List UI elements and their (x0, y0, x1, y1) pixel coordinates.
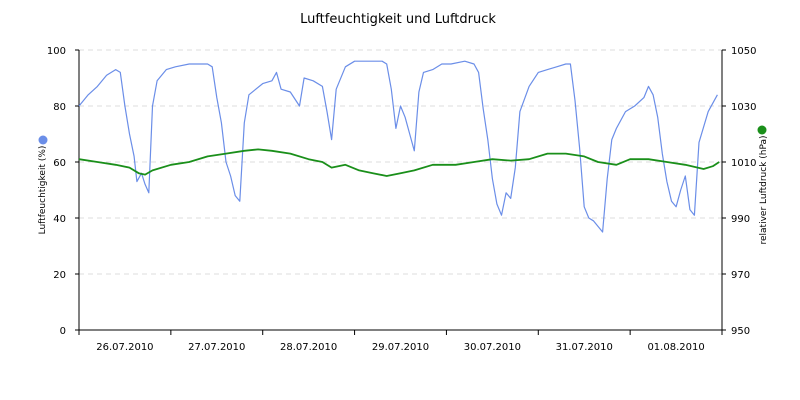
y-left-tick-label: 60 (53, 158, 66, 169)
humidity-series-line (78, 60, 718, 233)
y-right-tick-label: 990 (731, 214, 750, 225)
y-right-tick-label: 1030 (731, 102, 756, 113)
chart-title: Luftfeuchtigkeit und Luftdruck (300, 12, 496, 27)
y-right-tick-label: 1010 (731, 158, 756, 169)
humidity-legend-marker (38, 135, 48, 145)
y-left-tick-label: 20 (53, 270, 66, 281)
x-tick-label: 29.07.2010 (372, 342, 429, 353)
series-layer (78, 60, 720, 233)
y-left-tick-label: 40 (53, 214, 66, 225)
y-right-tick-label: 970 (731, 270, 750, 281)
y-left-tick-label: 100 (47, 46, 66, 57)
y-axis-left-title: Luftfeuchtigkeit (%) (38, 146, 48, 235)
x-tick-label: 30.07.2010 (464, 342, 521, 353)
y-right-tick-label: 950 (731, 326, 750, 337)
x-tick-label: 26.07.2010 (96, 342, 153, 353)
x-tick-label: 28.07.2010 (280, 342, 337, 353)
pressure-legend-marker (757, 125, 767, 135)
y-left-tick-label: 80 (53, 102, 66, 113)
y-left-tick-label: 0 (60, 326, 66, 337)
pressure-series-line (78, 148, 720, 177)
y-right-tick-label: 1050 (731, 46, 756, 57)
y-axis-right-title: relativer Luftdruck (hPa) (759, 135, 769, 244)
x-tick-label: 27.07.2010 (188, 342, 245, 353)
tick-labels-layer: 0 950 20 970 40 990 60 1010 80 1030 100 1050 26.07.2… (47, 46, 757, 353)
axes-layer (75, 49, 726, 335)
grid-layer (79, 49, 722, 331)
x-tick-label: 01.08.2010 (647, 342, 704, 353)
x-tick-label: 31.07.2010 (556, 342, 613, 353)
